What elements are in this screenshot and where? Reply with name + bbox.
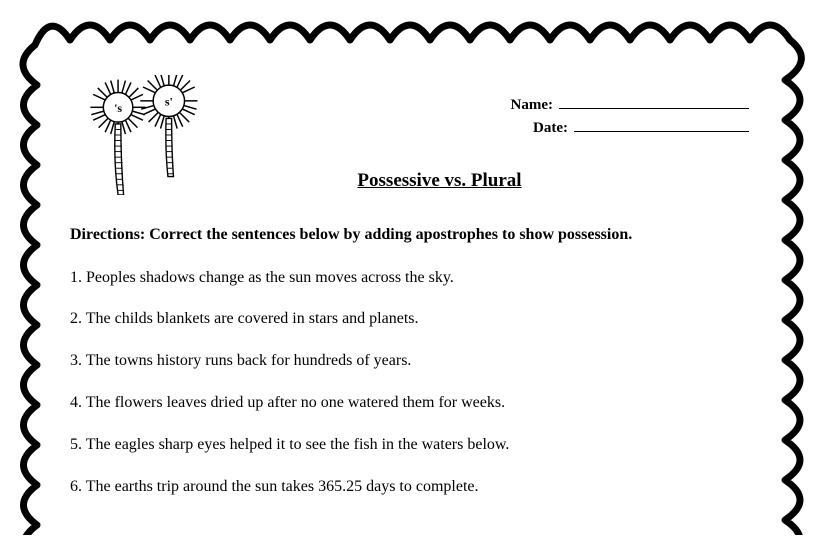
truffula-trees-icon: 's: [70, 75, 240, 195]
list-item: 6. The earths trip around the sun takes …: [70, 477, 749, 498]
content-area: 's: [70, 80, 749, 539]
name-input-line[interactable]: [559, 95, 749, 109]
list-item: 3. The towns history runs back for hundr…: [70, 351, 749, 372]
list-item: 1. Peoples shadows change as the sun mov…: [70, 268, 749, 289]
date-label: Date:: [533, 120, 568, 137]
name-label: Name:: [511, 97, 553, 114]
tree-right-label: s': [165, 94, 173, 108]
list-item: 2. The childs blankets are covered in st…: [70, 309, 749, 330]
name-field-row: Name:: [511, 95, 749, 114]
date-input-line[interactable]: [574, 118, 749, 132]
sentence-list: 1. Peoples shadows change as the sun mov…: [70, 268, 749, 498]
list-item: 5. The eagles sharp eyes helped it to se…: [70, 435, 749, 456]
date-field-row: Date:: [511, 118, 749, 137]
list-item: 4. The flowers leaves dried up after no …: [70, 393, 749, 414]
tree-left-label: 's: [114, 101, 122, 115]
name-date-fields: Name: Date:: [511, 95, 749, 141]
directions-text: Directions: Correct the sentences below …: [70, 224, 749, 246]
worksheet-page: 's: [0, 0, 819, 539]
